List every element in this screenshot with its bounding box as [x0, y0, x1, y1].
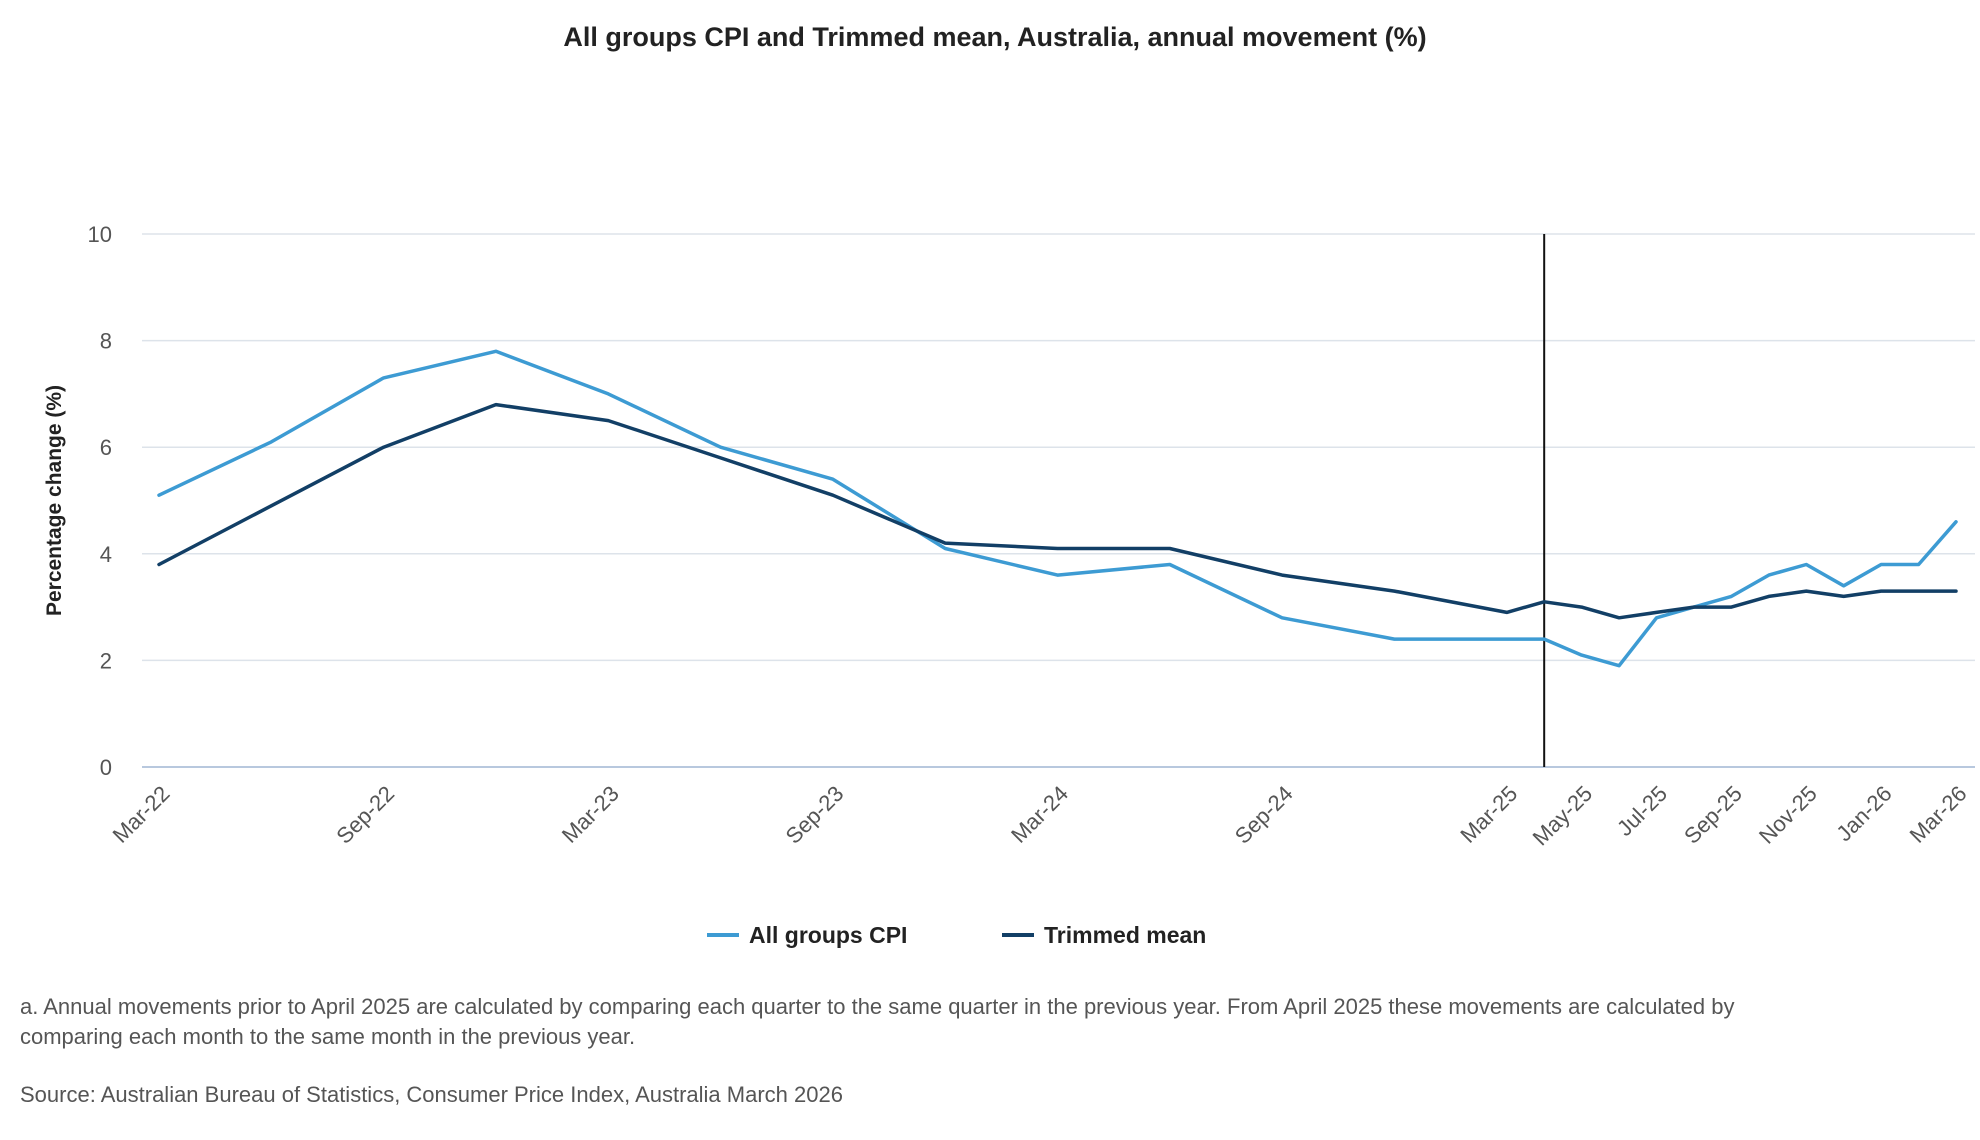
data-point[interactable]: [267, 438, 275, 446]
x-tick-label: Sep-25: [1679, 781, 1747, 849]
data-point[interactable]: [1615, 662, 1623, 670]
x-tick-label: Mar-25: [1455, 781, 1522, 848]
x-tick-label: Jan-26: [1831, 781, 1896, 846]
x-tick-label: Mar-23: [557, 781, 624, 848]
data-point[interactable]: [1578, 603, 1586, 611]
data-point[interactable]: [1840, 582, 1848, 590]
data-point[interactable]: [1503, 635, 1511, 643]
y-tick-label: 10: [88, 222, 112, 247]
data-point[interactable]: [1690, 603, 1698, 611]
legend-label[interactable]: All groups CPI: [749, 922, 907, 948]
data-point[interactable]: [941, 539, 949, 547]
series-lines: [155, 347, 1960, 670]
data-point[interactable]: [1877, 560, 1885, 568]
data-point[interactable]: [1765, 592, 1773, 600]
data-point[interactable]: [1802, 560, 1810, 568]
y-tick-label: 4: [100, 542, 112, 567]
legend-label[interactable]: Trimmed mean: [1044, 922, 1206, 948]
series-line-all-groups-cpi: [157, 349, 1958, 668]
data-point[interactable]: [380, 443, 388, 451]
data-point[interactable]: [1915, 587, 1923, 595]
data-point[interactable]: [604, 390, 612, 398]
y-tick-label: 6: [100, 435, 112, 460]
data-point[interactable]: [1390, 587, 1398, 595]
y-tick-label: 0: [100, 755, 112, 780]
data-point[interactable]: [604, 417, 612, 425]
x-tick-label: Mar-26: [1905, 781, 1972, 848]
data-point[interactable]: [1390, 635, 1398, 643]
data-point[interactable]: [267, 502, 275, 510]
data-point[interactable]: [1952, 518, 1960, 526]
data-point[interactable]: [717, 454, 725, 462]
data-point[interactable]: [155, 560, 163, 568]
data-point[interactable]: [1802, 587, 1810, 595]
data-point[interactable]: [829, 475, 837, 483]
data-point[interactable]: [829, 491, 837, 499]
data-point[interactable]: [1840, 592, 1848, 600]
series-line-trimmed-mean: [157, 402, 1958, 620]
data-point[interactable]: [1054, 544, 1062, 552]
data-point[interactable]: [1952, 587, 1960, 595]
data-point[interactable]: [1278, 614, 1286, 622]
data-point[interactable]: [1727, 603, 1735, 611]
x-tick-label: May-25: [1528, 781, 1598, 851]
x-tick-label: Jul-25: [1612, 781, 1672, 841]
x-tick-label: Nov-25: [1754, 781, 1822, 849]
data-point[interactable]: [717, 443, 725, 451]
data-point[interactable]: [1915, 560, 1923, 568]
source-note: Source: Australian Bureau of Statistics,…: [20, 1082, 843, 1107]
data-point[interactable]: [1578, 651, 1586, 659]
data-point[interactable]: [1653, 608, 1661, 616]
x-tick-label: Mar-22: [108, 781, 175, 848]
y-tick-label: 8: [100, 329, 112, 354]
axes: 0 2 4 6 8 10 Percentage change (%) Mar-22 Sep-22…: [43, 222, 1972, 850]
data-point[interactable]: [492, 401, 500, 409]
data-point[interactable]: [1765, 571, 1773, 579]
x-tick-label: Sep-23: [781, 781, 849, 849]
gridlines: [142, 233, 1975, 768]
x-tick-label: Sep-22: [331, 781, 399, 849]
x-tick-label: Mar-24: [1006, 781, 1073, 848]
data-point[interactable]: [1540, 598, 1548, 606]
data-point[interactable]: [155, 491, 163, 499]
data-point[interactable]: [1540, 635, 1548, 643]
data-point[interactable]: [1278, 571, 1286, 579]
legend: All groups CPI Trimmed mean: [707, 922, 1206, 948]
y-axis-title: Percentage change (%): [43, 385, 66, 616]
line-chart: 0 2 4 6 8 10 Percentage change (%) Mar-22 Sep-22…: [43, 222, 1975, 948]
data-point[interactable]: [492, 347, 500, 355]
data-point[interactable]: [1054, 571, 1062, 579]
footnote: a. Annual movements prior to April 2025 …: [20, 994, 1735, 1049]
chart-title: All groups CPI and Trimmed mean, Austral…: [563, 22, 1427, 52]
data-point[interactable]: [1166, 544, 1174, 552]
data-point[interactable]: [380, 374, 388, 382]
data-point[interactable]: [1727, 592, 1735, 600]
data-point[interactable]: [1166, 560, 1174, 568]
data-point[interactable]: [1503, 608, 1511, 616]
data-point[interactable]: [1877, 587, 1885, 595]
y-tick-label: 2: [100, 648, 112, 673]
x-tick-label: Sep-24: [1230, 781, 1298, 849]
data-point[interactable]: [1615, 614, 1623, 622]
